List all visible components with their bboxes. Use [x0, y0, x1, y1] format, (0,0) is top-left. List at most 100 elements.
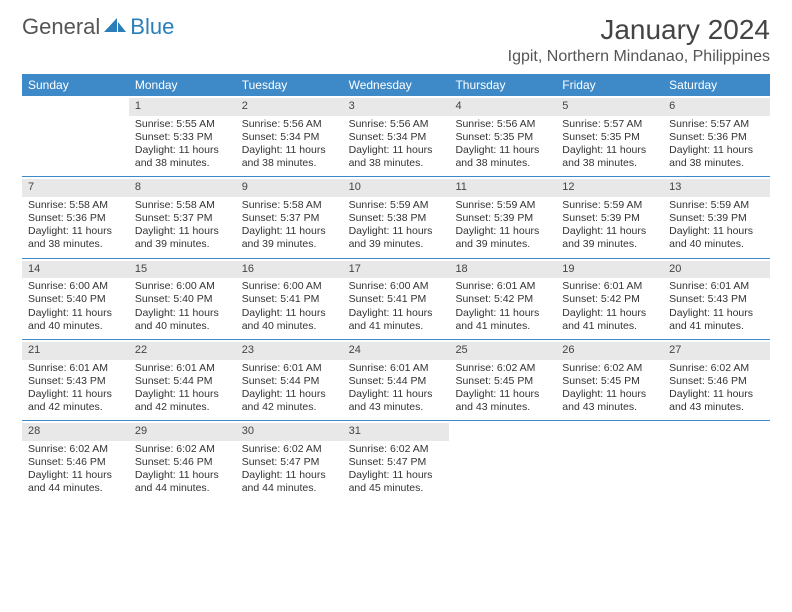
sunrise-text: Sunrise: 6:00 AM — [28, 280, 123, 293]
day-number: 13 — [663, 179, 770, 197]
sunset-text: Sunset: 5:44 PM — [242, 375, 337, 388]
day-number: 20 — [663, 261, 770, 279]
sunset-text: Sunset: 5:39 PM — [669, 212, 764, 225]
sunset-text: Sunset: 5:35 PM — [455, 131, 550, 144]
day-cell: 7Sunrise: 5:58 AMSunset: 5:36 PMDaylight… — [22, 177, 129, 257]
sunrise-text: Sunrise: 5:58 AM — [135, 199, 230, 212]
day-cell: 3Sunrise: 5:56 AMSunset: 5:34 PMDaylight… — [343, 96, 450, 176]
daylight-text: Daylight: 11 hours and 45 minutes. — [349, 469, 444, 495]
sunrise-text: Sunrise: 6:01 AM — [562, 280, 657, 293]
day-cell: 1Sunrise: 5:55 AMSunset: 5:33 PMDaylight… — [129, 96, 236, 176]
daylight-text: Daylight: 11 hours and 39 minutes. — [135, 225, 230, 251]
sunset-text: Sunset: 5:45 PM — [455, 375, 550, 388]
sunrise-text: Sunrise: 6:01 AM — [455, 280, 550, 293]
empty-cell — [556, 421, 663, 501]
day-number: 23 — [236, 342, 343, 360]
day-cell: 10Sunrise: 5:59 AMSunset: 5:38 PMDayligh… — [343, 177, 450, 257]
sunrise-text: Sunrise: 6:01 AM — [669, 280, 764, 293]
sunrise-text: Sunrise: 5:59 AM — [562, 199, 657, 212]
day-cell: 23Sunrise: 6:01 AMSunset: 5:44 PMDayligh… — [236, 340, 343, 420]
day-number: 4 — [449, 98, 556, 116]
daylight-text: Daylight: 11 hours and 38 minutes. — [455, 144, 550, 170]
daylight-text: Daylight: 11 hours and 38 minutes. — [135, 144, 230, 170]
day-number: 3 — [343, 98, 450, 116]
daylight-text: Daylight: 11 hours and 39 minutes. — [242, 225, 337, 251]
sunrise-text: Sunrise: 5:57 AM — [669, 118, 764, 131]
day-cell: 15Sunrise: 6:00 AMSunset: 5:40 PMDayligh… — [129, 259, 236, 339]
day-cell: 29Sunrise: 6:02 AMSunset: 5:46 PMDayligh… — [129, 421, 236, 501]
week-row: 14Sunrise: 6:00 AMSunset: 5:40 PMDayligh… — [22, 258, 770, 339]
sunset-text: Sunset: 5:47 PM — [349, 456, 444, 469]
sunrise-text: Sunrise: 5:57 AM — [562, 118, 657, 131]
day-number: 12 — [556, 179, 663, 197]
title-block: January 2024 Igpit, Northern Mindanao, P… — [508, 14, 770, 66]
day-number: 11 — [449, 179, 556, 197]
sunset-text: Sunset: 5:36 PM — [28, 212, 123, 225]
day-number: 17 — [343, 261, 450, 279]
daylight-text: Daylight: 11 hours and 44 minutes. — [135, 469, 230, 495]
daylight-text: Daylight: 11 hours and 40 minutes. — [242, 307, 337, 333]
sunrise-text: Sunrise: 5:55 AM — [135, 118, 230, 131]
day-cell: 18Sunrise: 6:01 AMSunset: 5:42 PMDayligh… — [449, 259, 556, 339]
day-number: 6 — [663, 98, 770, 116]
daylight-text: Daylight: 11 hours and 39 minutes. — [562, 225, 657, 251]
daylight-text: Daylight: 11 hours and 41 minutes. — [562, 307, 657, 333]
daylight-text: Daylight: 11 hours and 40 minutes. — [669, 225, 764, 251]
day-number: 14 — [22, 261, 129, 279]
sunset-text: Sunset: 5:45 PM — [562, 375, 657, 388]
sunset-text: Sunset: 5:46 PM — [28, 456, 123, 469]
sunrise-text: Sunrise: 6:02 AM — [562, 362, 657, 375]
weeks-container: 1Sunrise: 5:55 AMSunset: 5:33 PMDaylight… — [22, 96, 770, 501]
day-cell: 11Sunrise: 5:59 AMSunset: 5:39 PMDayligh… — [449, 177, 556, 257]
sunrise-text: Sunrise: 6:02 AM — [349, 443, 444, 456]
week-row: 28Sunrise: 6:02 AMSunset: 5:46 PMDayligh… — [22, 420, 770, 501]
daylight-text: Daylight: 11 hours and 40 minutes. — [135, 307, 230, 333]
sunset-text: Sunset: 5:43 PM — [669, 293, 764, 306]
logo-sail-icon — [104, 12, 126, 38]
sunrise-text: Sunrise: 6:01 AM — [28, 362, 123, 375]
sunrise-text: Sunrise: 6:00 AM — [135, 280, 230, 293]
sunrise-text: Sunrise: 6:02 AM — [135, 443, 230, 456]
sunset-text: Sunset: 5:39 PM — [455, 212, 550, 225]
daylight-text: Daylight: 11 hours and 38 minutes. — [669, 144, 764, 170]
sunset-text: Sunset: 5:41 PM — [349, 293, 444, 306]
day-number: 8 — [129, 179, 236, 197]
daylight-text: Daylight: 11 hours and 38 minutes. — [242, 144, 337, 170]
sunset-text: Sunset: 5:46 PM — [669, 375, 764, 388]
day-cell: 28Sunrise: 6:02 AMSunset: 5:46 PMDayligh… — [22, 421, 129, 501]
day-number: 30 — [236, 423, 343, 441]
day-cell: 9Sunrise: 5:58 AMSunset: 5:37 PMDaylight… — [236, 177, 343, 257]
day-header-row: SundayMondayTuesdayWednesdayThursdayFrid… — [22, 74, 770, 96]
sunset-text: Sunset: 5:46 PM — [135, 456, 230, 469]
sunset-text: Sunset: 5:38 PM — [349, 212, 444, 225]
sunrise-text: Sunrise: 5:58 AM — [28, 199, 123, 212]
sunset-text: Sunset: 5:37 PM — [135, 212, 230, 225]
logo-text-blue: Blue — [130, 14, 174, 40]
calendar: SundayMondayTuesdayWednesdayThursdayFrid… — [22, 74, 770, 501]
day-header-monday: Monday — [129, 74, 236, 96]
day-number: 16 — [236, 261, 343, 279]
daylight-text: Daylight: 11 hours and 42 minutes. — [28, 388, 123, 414]
week-row: 1Sunrise: 5:55 AMSunset: 5:33 PMDaylight… — [22, 96, 770, 176]
day-number: 24 — [343, 342, 450, 360]
day-number: 26 — [556, 342, 663, 360]
sunset-text: Sunset: 5:34 PM — [349, 131, 444, 144]
day-header-saturday: Saturday — [663, 74, 770, 96]
day-number: 5 — [556, 98, 663, 116]
day-cell: 21Sunrise: 6:01 AMSunset: 5:43 PMDayligh… — [22, 340, 129, 420]
sunset-text: Sunset: 5:42 PM — [455, 293, 550, 306]
sunset-text: Sunset: 5:40 PM — [135, 293, 230, 306]
sunset-text: Sunset: 5:40 PM — [28, 293, 123, 306]
sunrise-text: Sunrise: 6:02 AM — [242, 443, 337, 456]
logo: General Blue — [22, 14, 174, 40]
daylight-text: Daylight: 11 hours and 38 minutes. — [28, 225, 123, 251]
daylight-text: Daylight: 11 hours and 43 minutes. — [349, 388, 444, 414]
day-cell: 20Sunrise: 6:01 AMSunset: 5:43 PMDayligh… — [663, 259, 770, 339]
day-cell: 26Sunrise: 6:02 AMSunset: 5:45 PMDayligh… — [556, 340, 663, 420]
day-cell: 4Sunrise: 5:56 AMSunset: 5:35 PMDaylight… — [449, 96, 556, 176]
header: General Blue January 2024 Igpit, Norther… — [22, 14, 770, 66]
month-title: January 2024 — [508, 14, 770, 46]
day-cell: 8 Sunrise: 5:58 AMSunset: 5:37 PMDaylight… — [129, 177, 236, 257]
sunrise-text: Sunrise: 5:59 AM — [455, 199, 550, 212]
sunset-text: Sunset: 5:47 PM — [242, 456, 337, 469]
